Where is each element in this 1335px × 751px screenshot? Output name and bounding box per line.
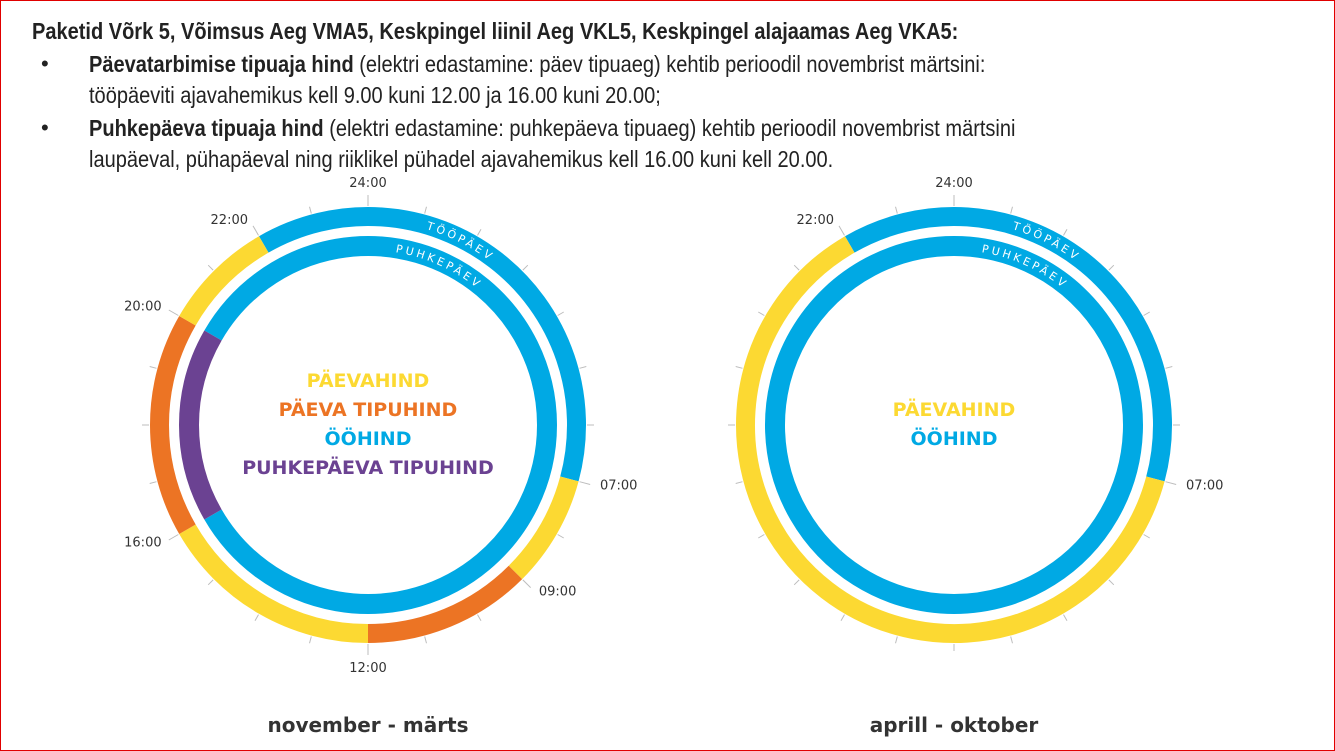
workday-segment-paevahind xyxy=(736,236,1165,643)
legend-oohind: ÖÖHIND xyxy=(911,426,998,450)
workday-segment-paevahind xyxy=(508,476,579,580)
bullet-icon: • xyxy=(41,115,49,140)
hour-tick xyxy=(1165,481,1177,486)
legend-tipuhind: PÄEVA TIPUHIND xyxy=(279,397,458,421)
bullet-1-bold: Päevatarbimise tipuaja hind xyxy=(89,51,354,77)
hour-tick xyxy=(579,481,591,486)
hour-tick xyxy=(309,636,312,644)
weekend-segment-oohind xyxy=(204,236,557,614)
hour-tick xyxy=(758,311,765,316)
hour-tick xyxy=(1143,534,1150,539)
hour-tick xyxy=(735,366,743,369)
hour-label: 12:00 xyxy=(349,661,386,676)
hour-tick xyxy=(557,311,564,316)
workday-segment-paevahind xyxy=(179,236,269,326)
hour-label: 22:00 xyxy=(797,213,834,228)
hour-tick xyxy=(895,206,898,214)
period-caption: aprill - oktober xyxy=(870,713,1039,737)
hour-tick xyxy=(793,264,800,271)
bullet-1-line-2: tööpäeviti ajavahemikus kell 9.00 kuni 1… xyxy=(89,82,661,108)
hour-tick xyxy=(758,534,765,539)
hour-tick xyxy=(207,264,214,271)
bullet-2-text: (elektri edastamine: puhkepäeva tipuaeg)… xyxy=(323,115,1016,141)
page-title: Paketid Võrk 5, Võimsus Aeg VMA5, Keskpi… xyxy=(32,18,959,44)
hour-label: 24:00 xyxy=(935,176,972,191)
hour-tick xyxy=(309,206,312,214)
hour-label: 24:00 xyxy=(349,176,386,191)
hour-tick xyxy=(424,636,427,644)
workday-segment-tipuhind xyxy=(150,316,196,534)
clock-1: TÖÖPÄEVPUHKEPÄEV24:0022:0020:0016:0012:0… xyxy=(124,176,637,737)
hour-tick xyxy=(168,534,179,541)
hour-label: 07:00 xyxy=(600,479,637,494)
hour-tick xyxy=(1010,206,1013,214)
bullet-2-line-1: Puhkepäeva tipuaja hind (elektri edastam… xyxy=(89,115,1015,141)
hour-label: 09:00 xyxy=(539,584,576,599)
legend-paevahind: PÄEVAHIND xyxy=(307,368,430,392)
workday-segment-oohind xyxy=(259,207,586,482)
hour-tick xyxy=(477,229,482,236)
hour-label: 16:00 xyxy=(124,536,161,551)
weekend-segment-puhke_tipuhind xyxy=(179,330,222,520)
hour-tick xyxy=(252,225,259,236)
hour-tick xyxy=(579,366,587,369)
hour-tick xyxy=(424,206,427,214)
hour-tick xyxy=(840,614,845,621)
hour-tick xyxy=(1010,636,1013,644)
hour-tick xyxy=(1108,579,1115,586)
hour-tick xyxy=(793,579,800,586)
hour-label: 07:00 xyxy=(1186,479,1223,494)
hour-tick xyxy=(522,264,529,271)
bullet-icon: • xyxy=(41,51,49,76)
hour-tick xyxy=(895,636,898,644)
workday-segment-tipuhind xyxy=(367,565,523,643)
bullet-2-bold: Puhkepäeva tipuaja hind xyxy=(89,115,324,141)
hour-tick xyxy=(1143,311,1150,316)
period-caption: november - märts xyxy=(267,713,468,737)
weekend-segment-oohind xyxy=(765,236,1143,614)
workday-segment-oohind xyxy=(845,207,1172,482)
hour-label: 20:00 xyxy=(124,300,161,315)
hour-tick xyxy=(207,579,214,586)
hour-tick xyxy=(254,614,259,621)
hour-tick xyxy=(477,614,482,621)
workday-segment-paevahind xyxy=(179,524,369,643)
hour-tick xyxy=(838,225,845,236)
hour-tick xyxy=(735,481,743,484)
bullet-1-line-1: Päevatarbimise tipuaja hind (elektri eda… xyxy=(89,51,985,77)
hour-tick xyxy=(149,366,157,369)
bullet-2-line-2: laupäeval, pühapäeval ning riiklikel püh… xyxy=(89,146,834,172)
hour-tick xyxy=(149,481,157,484)
hour-tick xyxy=(1063,614,1068,621)
hour-tick xyxy=(1063,229,1068,236)
legend-paevahind: PÄEVAHIND xyxy=(893,397,1016,421)
hour-tick xyxy=(522,579,531,588)
hour-tick xyxy=(168,309,179,316)
hour-tick xyxy=(1165,366,1173,369)
hour-tick xyxy=(1108,264,1115,271)
hour-label: 22:00 xyxy=(211,213,248,228)
clock-2: TÖÖPÄEVPUHKEPÄEV24:0022:0007:00PÄEVAHIND… xyxy=(728,176,1223,737)
bullet-1-text: (elektri edastamine: päev tipuaeg) kehti… xyxy=(353,51,986,77)
hour-tick xyxy=(557,534,564,539)
legend-oohind: ÖÖHIND xyxy=(325,426,412,450)
legend-puhke_tipuhind: PUHKEPÄEVA TIPUHIND xyxy=(242,455,494,479)
